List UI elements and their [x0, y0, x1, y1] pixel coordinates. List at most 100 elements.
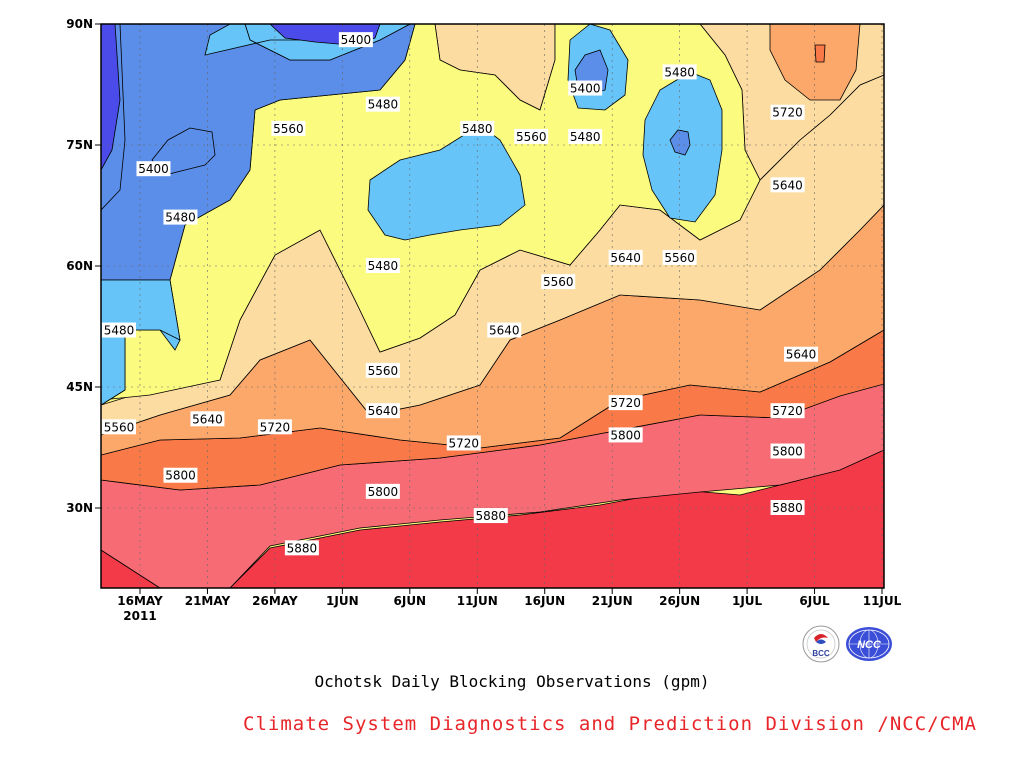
bcc-logo: BCC [802, 625, 840, 663]
contour-label-box [541, 274, 576, 290]
contour-band-5640_5720 [769, 24, 861, 101]
x-tick-label: 26MAY [252, 594, 298, 608]
contour-label-text: 5720 [610, 396, 641, 410]
x-tick-label: 11JUN [457, 594, 498, 608]
contour-band-5400_5480 [101, 200, 181, 406]
contour-label-text: 5560 [516, 130, 547, 144]
contour-label-text: 5880 [287, 541, 318, 555]
contour-label-text: 5400 [138, 162, 169, 176]
contour-label-text: 5640 [786, 348, 817, 362]
contour-label-box [365, 258, 400, 273]
contour-label-text: 5800 [772, 445, 803, 459]
contour-label-box [608, 427, 643, 443]
contour-label: 5720 [770, 104, 805, 120]
contour-label: 5640 [487, 322, 522, 338]
contour-label: 5720 [770, 403, 805, 419]
contour-label-box [770, 104, 805, 120]
contour-label-text: 5480 [570, 130, 601, 144]
contour-label-text: 5640 [489, 324, 520, 338]
y-tick-label: 90N [66, 17, 93, 31]
x-tick-label: 1JUL [732, 594, 763, 608]
contour-label-box [365, 483, 400, 499]
contour-label-text: 5480 [462, 122, 493, 136]
contour-label: 5480 [365, 258, 400, 273]
axis-ticks: 16MAY 21MAY 26MAY 1JUN 6JUN 11JUN 16JUN 21JUN 26… [66, 17, 901, 623]
x-tick-label: 6JUL [799, 594, 830, 608]
contour-labels: 5400 5480 5560 5400 5480 5480 5480 5560 5400 5480… [102, 32, 819, 556]
contour-label-text: 5560 [543, 275, 574, 289]
contour-label: 5800 [365, 483, 400, 499]
contour-label-text: 5800 [368, 485, 399, 499]
contour-label: 5560 [541, 274, 576, 290]
y-tick-label: 60N [66, 259, 93, 273]
y-tick-label: 75N [66, 138, 93, 152]
contour-label-box [136, 161, 171, 177]
contour-label-text: 5640 [192, 412, 223, 426]
contour-label-text: 5720 [260, 420, 291, 434]
contour-label-box [460, 120, 495, 136]
contour-label-box [770, 500, 805, 515]
contour-label-text: 5560 [664, 251, 695, 265]
contour-label-text: 5640 [610, 251, 641, 265]
contour-label-text: 5880 [475, 509, 506, 523]
contour-label: 5640 [190, 411, 225, 427]
contour-label-box [473, 508, 508, 524]
contour-label-text: 5720 [772, 404, 803, 418]
x-tick-label: 11JUL [863, 594, 902, 608]
contour-label-text: 5640 [368, 404, 399, 418]
y-tick-label: 45N [66, 380, 93, 394]
contour-band-5400_5480 [367, 124, 526, 241]
contour-label-text: 5560 [104, 420, 135, 434]
contour-label-box [102, 419, 136, 435]
contour-label-box [514, 128, 549, 144]
x-tick-label: 6JUN [394, 594, 427, 608]
contour-label-text: 5720 [449, 436, 480, 450]
contour-label-text: 5800 [165, 469, 196, 483]
contour-label: 5480 [163, 209, 198, 225]
x-tick-label: 16MAY [117, 594, 163, 608]
contour-label-text: 5640 [772, 178, 803, 192]
credit-line: Climate System Diagnostics and Predictio… [243, 713, 977, 735]
contour-label-box [271, 120, 306, 136]
contour-label-text: 5480 [104, 324, 135, 338]
grid-lines [101, 24, 884, 588]
contour-label-text: 5560 [273, 122, 304, 136]
contour-label: 5720 [446, 435, 481, 451]
contour-band-5720_5800 [814, 44, 826, 63]
contour-band-lt5320 [101, 24, 121, 171]
contour-label-text: 5720 [772, 106, 803, 120]
x-year-label: 2011 [123, 609, 156, 623]
contour-label: 5560 [514, 128, 549, 144]
svg-text:BCC: BCC [812, 649, 830, 658]
contour-label: 5480 [102, 322, 136, 338]
contour-label: 5880 [284, 540, 319, 556]
chart-title: Ochotsk Daily Blocking Observations (gpm… [314, 672, 710, 691]
contour-label-text: 5560 [368, 364, 399, 378]
contour-label-box [487, 322, 522, 338]
contour-label: 5400 [136, 161, 171, 177]
y-tick-label: 30N [66, 501, 93, 515]
contour-label: 5480 [568, 128, 603, 144]
x-tick-label: 16JUN [524, 594, 565, 608]
contour-label-box [190, 411, 225, 427]
contour-label-box [770, 443, 805, 459]
contour-label: 5400 [338, 32, 373, 48]
x-tick-label: 1JUN [326, 594, 359, 608]
contour-label-box [338, 32, 373, 48]
contour-label-box [568, 80, 603, 96]
contour-label-box [163, 209, 198, 225]
contour-label: 5640 [608, 249, 643, 265]
contour-label-text: 5800 [610, 428, 641, 442]
contour-label-text: 5880 [772, 501, 803, 515]
contour-label: 5560 [365, 362, 400, 378]
contour-label-box [608, 249, 643, 265]
contour-label-box [257, 419, 292, 435]
contour-label-box [365, 362, 400, 378]
contour-label: 5480 [365, 96, 400, 112]
contour-label: 5720 [608, 395, 643, 411]
contour-label: 5560 [102, 419, 136, 435]
contour-label-text: 5400 [570, 82, 601, 96]
contour-label-box [662, 64, 697, 80]
contour-label: 5400 [568, 80, 603, 96]
contour-label: 5480 [460, 120, 495, 136]
